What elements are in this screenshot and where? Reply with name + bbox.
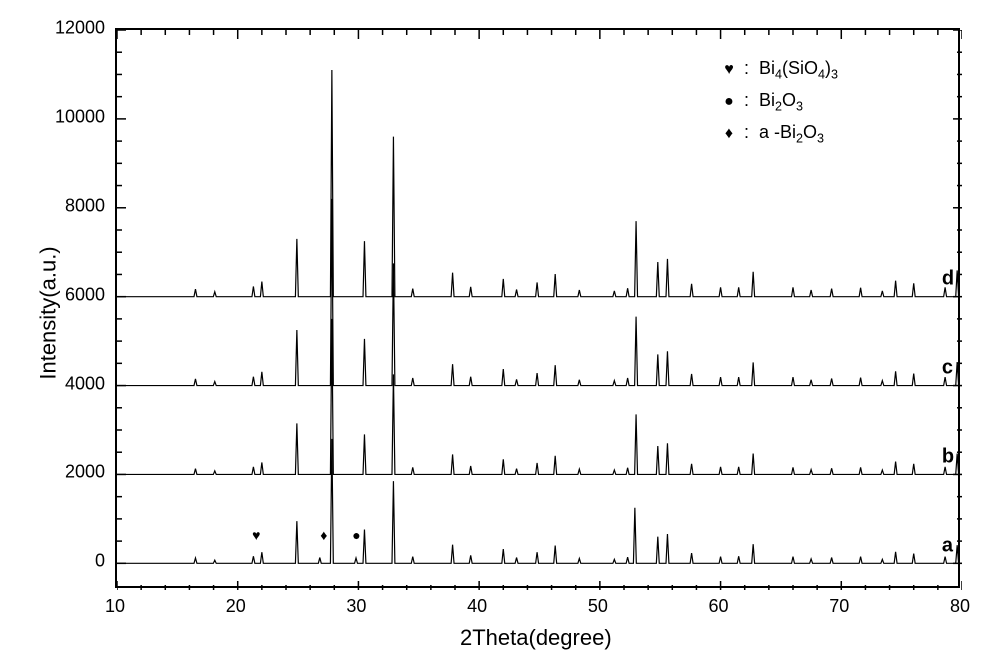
x-tick-label: 20 <box>226 596 246 617</box>
xrd-figure: Intensity(a.u.) 2Theta(degree) 0 2000 4000… <box>0 0 1000 669</box>
y-tick-label: 6000 <box>45 284 105 305</box>
legend-symbol: ● <box>720 93 738 111</box>
legend-item: ♦ : a -Bi2O3 <box>720 122 824 146</box>
legend-text: : Bi2O3 <box>744 90 803 114</box>
legend-text: : Bi4(SiO4)3 <box>744 58 838 82</box>
legend-text: : a -Bi2O3 <box>744 122 824 146</box>
x-tick-label: 70 <box>829 596 849 617</box>
y-tick-label: 12000 <box>45 18 105 39</box>
trace-label: c <box>942 357 953 380</box>
peak-marker: ● <box>352 528 360 542</box>
plot-svg <box>117 30 962 590</box>
y-tick-label: 10000 <box>45 106 105 127</box>
plot-area <box>115 28 960 588</box>
y-tick-label: 8000 <box>45 195 105 216</box>
x-tick-label: 80 <box>950 596 970 617</box>
y-tick-label: 2000 <box>45 462 105 483</box>
y-tick-label: 0 <box>45 551 105 572</box>
y-tick-label: 4000 <box>45 373 105 394</box>
x-tick-label: 40 <box>467 596 487 617</box>
trace-label: a <box>942 534 953 557</box>
peak-marker: ♦ <box>320 528 327 542</box>
legend-symbol: ♥ <box>720 61 738 79</box>
legend-item: ♥ : Bi4(SiO4)3 <box>720 58 838 82</box>
x-tick-label: 30 <box>346 596 366 617</box>
x-axis-label: 2Theta(degree) <box>460 625 612 651</box>
legend-symbol: ♦ <box>720 125 738 143</box>
y-axis-label: Intensity(a.u.) <box>36 246 62 379</box>
x-tick-label: 60 <box>709 596 729 617</box>
peak-marker: ♥ <box>252 528 260 542</box>
legend-item: ● : Bi2O3 <box>720 90 803 114</box>
trace-label: b <box>942 445 954 468</box>
x-tick-label: 50 <box>588 596 608 617</box>
x-tick-label: 10 <box>105 596 125 617</box>
trace-label: d <box>942 268 954 291</box>
